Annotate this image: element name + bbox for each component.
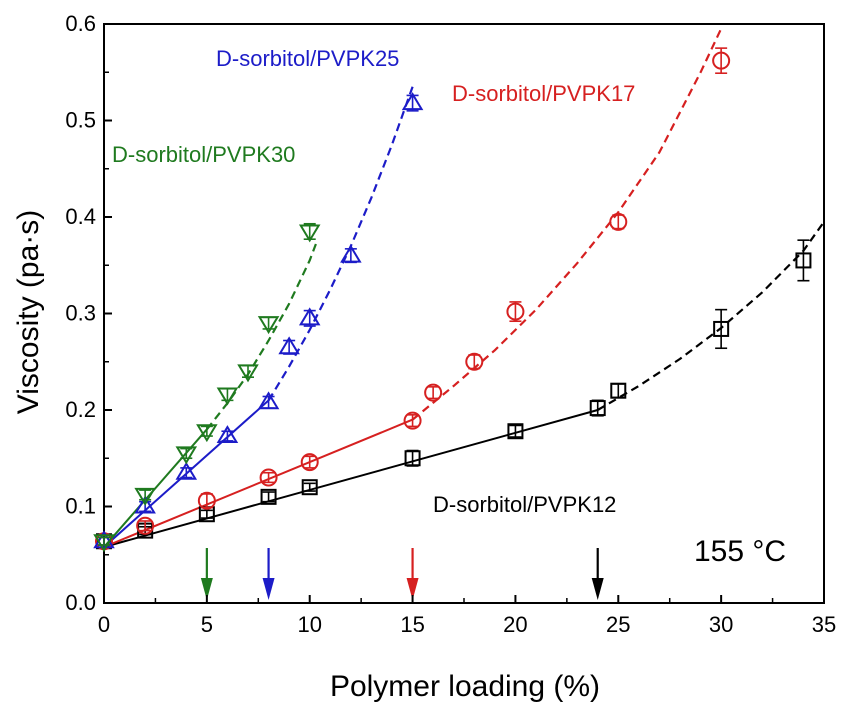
data-point [260, 488, 277, 505]
data-point [424, 383, 443, 402]
data-point [404, 450, 421, 467]
data-point [610, 382, 627, 399]
y-tick-label: 0.1 [65, 494, 96, 519]
threshold-arrow-head [200, 578, 213, 600]
data-point [589, 400, 606, 417]
data-point [300, 453, 319, 472]
data-point [506, 302, 525, 321]
data-point [301, 479, 318, 496]
series-label-pvpk30: D-sorbitol/PVPK30 [112, 142, 295, 167]
data-point [216, 425, 239, 444]
y-tick-label: 0.5 [65, 108, 96, 133]
data-point [197, 491, 216, 510]
data-point [278, 336, 300, 355]
data-point [257, 391, 280, 410]
data-point [175, 461, 198, 480]
data-point [465, 352, 484, 371]
data-point [93, 534, 115, 553]
y-tick-label: 0.3 [65, 301, 96, 326]
data-point [403, 411, 422, 430]
data-point [795, 252, 812, 269]
data-point [259, 468, 278, 487]
data-point [237, 364, 259, 383]
data-point [507, 423, 524, 440]
data-point [713, 320, 730, 337]
temperature-label: 155 °C [694, 535, 786, 568]
series-label-pvpk12: D-sorbitol/PVPK12 [433, 492, 616, 517]
tick-labels: 0 5 10 15 20 25 30 35 0.0 0.1 0.2 0.3 0.4 0.5 0.6 [65, 11, 836, 637]
threshold-arrows [200, 548, 604, 600]
data-point [340, 244, 362, 263]
linear-fit-line [103, 418, 413, 548]
x-tick-label: 30 [709, 612, 733, 637]
data-point [134, 487, 156, 506]
data-point [401, 92, 424, 111]
data-point [136, 516, 155, 535]
data-point [196, 424, 218, 443]
x-tick-label: 35 [812, 612, 836, 637]
x-tick-label: 10 [297, 612, 321, 637]
data-point [298, 224, 321, 243]
nonlinear-fit-curve [597, 221, 825, 411]
threshold-arrow-head [591, 578, 604, 600]
data-point [609, 212, 628, 231]
series-label-pvpk25: D-sorbitol/PVPK25 [216, 46, 399, 71]
data-point [257, 316, 280, 335]
y-axis-label: Viscosity (pa·s) [12, 210, 45, 415]
x-tick-label: 5 [201, 612, 213, 637]
fit-lines [103, 28, 825, 548]
data-point [216, 387, 239, 406]
nonlinear-fit-curve [206, 243, 317, 430]
data-point [134, 495, 156, 514]
x-tick-label: 15 [400, 612, 424, 637]
y-tick-label: 0.4 [65, 204, 96, 229]
series-label-pvpk17: D-sorbitol/PVPK17 [452, 81, 635, 106]
x-tick-label: 0 [98, 612, 110, 637]
threshold-arrow-head [262, 578, 275, 600]
y-tick-label: 0.6 [65, 11, 96, 36]
data-point [175, 446, 198, 465]
data-points [93, 47, 812, 553]
threshold-arrow-head [406, 578, 419, 600]
x-tick-label: 25 [606, 612, 630, 637]
x-tick-label: 20 [503, 612, 527, 637]
data-point [298, 307, 321, 326]
y-tick-label: 0.2 [65, 397, 96, 422]
x-axis-label: Polymer loading (%) [330, 670, 600, 703]
nonlinear-fit-curve [411, 28, 723, 421]
y-tick-label: 0.0 [65, 590, 96, 615]
data-point [712, 51, 731, 70]
data-point [93, 530, 115, 549]
nonlinear-fit-curve [267, 86, 414, 401]
